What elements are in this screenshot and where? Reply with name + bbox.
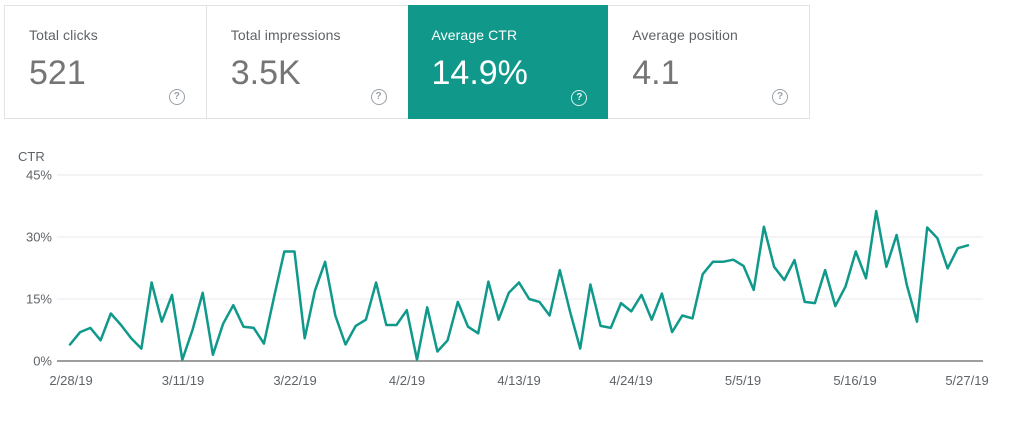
help-icon[interactable]: ? (571, 90, 588, 106)
x-tick-label: 4/13/19 (497, 373, 540, 388)
x-tick-label: 4/24/19 (609, 373, 652, 388)
ctr-polyline[interactable] (68, 209, 970, 362)
chart-x-tick-labels: 2/28/19 3/11/19 3/22/19 4/2/19 4/13/19 4/24/1… (49, 373, 988, 388)
card-average-position[interactable]: Average position 4.1 ? (608, 6, 809, 118)
y-tick-label: 45% (26, 168, 52, 183)
help-icon[interactable]: ? (772, 89, 788, 105)
card-total-impressions[interactable]: Total impressions 3.5K ? (205, 6, 408, 118)
chart-gridlines (57, 174, 983, 362)
card-value: 3.5K (230, 54, 301, 92)
x-tick-label: 5/5/19 (725, 373, 761, 388)
card-label: Average CTR (431, 27, 518, 43)
card-value: 521 (29, 54, 86, 92)
y-tick-label: 15% (26, 292, 52, 307)
y-tick-label: 0% (33, 354, 52, 369)
performance-metric-cards: Total clicks 521 ? Total impressions 3.5… (4, 5, 810, 119)
help-icon[interactable]: ? (370, 89, 387, 105)
card-total-clicks[interactable]: Total clicks 521 ? (5, 6, 206, 118)
card-label: Total clicks (29, 27, 98, 43)
x-tick-label: 4/2/19 (389, 373, 425, 388)
ctr-line-chart[interactable]: 45% 30% 15% 0% 2/28/19 3/11/19 3/22/19 4/2/19 4… (0, 145, 1024, 423)
card-value: 4.1 (632, 54, 680, 92)
card-value: 14.9% (431, 54, 528, 92)
help-icon[interactable]: ? (168, 89, 185, 105)
card-average-ctr[interactable]: Average CTR 14.9% ? (407, 5, 609, 119)
x-tick-label: 3/11/19 (162, 373, 204, 388)
card-label: Average position (632, 27, 738, 43)
ctr-series-line[interactable] (68, 209, 970, 362)
card-label: Total impressions (230, 27, 341, 43)
y-tick-label: 30% (26, 230, 52, 245)
chart-y-tick-labels: 45% 30% 15% 0% (26, 168, 52, 369)
x-tick-label: 2/28/19 (49, 373, 92, 388)
x-tick-label: 5/16/19 (833, 373, 876, 388)
chart-y-axis-title: CTR (18, 149, 45, 164)
x-tick-label: 5/27/19 (945, 373, 988, 388)
x-tick-label: 3/22/19 (273, 373, 316, 388)
